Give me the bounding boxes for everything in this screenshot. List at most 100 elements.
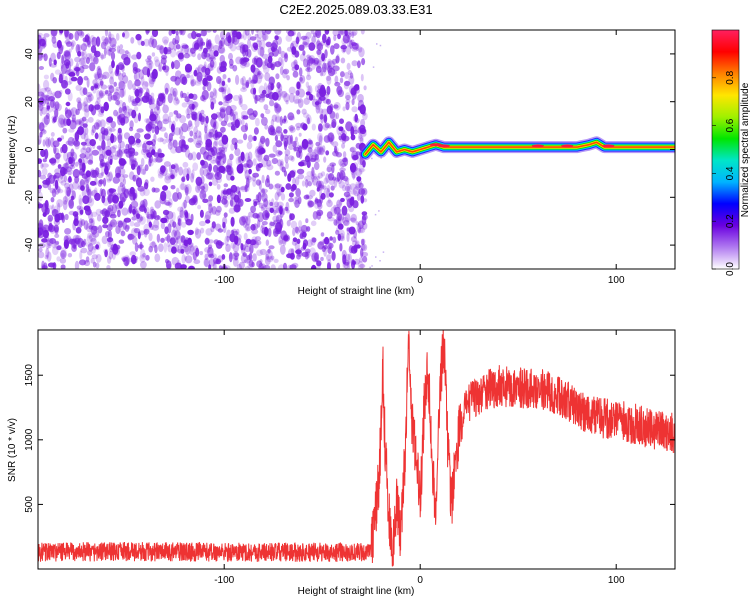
noise-speckle: [52, 116, 57, 123]
noise-speckle: [353, 258, 361, 265]
noise-speckle: [148, 156, 152, 167]
noise-speckle: [266, 62, 273, 69]
noise-speckle: [255, 117, 260, 127]
noise-speckle: [170, 174, 175, 180]
noise-speckle: [105, 172, 114, 182]
noise-speckle: [272, 220, 277, 228]
noise-speckle: [82, 123, 88, 128]
noise-speckle: [60, 118, 66, 128]
noise-speckle: [270, 255, 275, 261]
noise-speckle: [133, 228, 141, 234]
noise-speckle: [46, 112, 50, 120]
noise-speckle: [259, 137, 267, 143]
noise-speckle: [151, 139, 156, 147]
noise-speckle: [82, 37, 88, 42]
noise-speckle: [308, 139, 313, 145]
noise-speckle: [300, 122, 306, 129]
noise-speckle: [280, 159, 284, 169]
noise-speckle: [284, 149, 291, 157]
noise-speckle: [109, 213, 117, 219]
noise-speckle: [283, 129, 288, 134]
noise-speckle: [341, 129, 345, 134]
noise-speckle: [280, 57, 285, 68]
noise-speckle: [154, 200, 161, 209]
noise-speckle: [110, 133, 115, 144]
noise-speckle: [135, 138, 141, 145]
noise-speckle: [265, 253, 269, 260]
noise-speckle: [230, 175, 235, 181]
noise-speckle: [111, 60, 115, 69]
noise-speckle: [279, 163, 284, 171]
noise-speckle: [320, 171, 326, 177]
noise-speckle: [344, 80, 351, 87]
noise-speckle: [280, 161, 284, 166]
noise-speckle: [358, 164, 364, 175]
noise-speckle: [146, 215, 151, 225]
noise-speckle: [74, 161, 79, 167]
noise-speckle: [38, 184, 42, 190]
noise-speckle: [205, 144, 213, 152]
noise-speckle: [307, 141, 314, 149]
noise-speckle: [122, 174, 129, 179]
noise-speckle: [246, 258, 254, 266]
noise-speckle: [326, 164, 332, 173]
noise-speckle: [228, 207, 236, 214]
noise-speckle: [252, 110, 258, 118]
noise-speckle: [281, 119, 289, 124]
noise-speckle: [145, 123, 152, 132]
noise-speckle: [288, 192, 294, 198]
noise-speckle: [38, 158, 42, 164]
noise-speckle: [279, 206, 283, 215]
noise-speckle: [283, 170, 287, 177]
noise-speckle: [98, 90, 104, 99]
noise-speckle: [162, 65, 170, 73]
noise-speckle: [56, 213, 61, 222]
noise-speckle: [335, 112, 340, 120]
noise-speckle: [48, 205, 53, 210]
noise-speckle: [80, 147, 87, 154]
noise-speckle: [175, 30, 179, 36]
noise-speckle: [323, 177, 329, 185]
noise-speckle: [201, 66, 207, 73]
noise-speckle: [147, 55, 152, 60]
noise-speckle: [227, 77, 231, 83]
noise-speckle: [303, 97, 310, 106]
noise-speckle: [283, 137, 289, 147]
noise-speckle: [173, 59, 181, 70]
noise-speckle: [335, 55, 340, 64]
noise-speckle: [340, 71, 345, 78]
noise-speckle: [173, 162, 179, 172]
noise-speckle: [54, 108, 59, 118]
noise-speckle: [265, 249, 273, 260]
noise-speckle: [161, 54, 168, 60]
noise-speckle: [316, 146, 323, 155]
noise-speckle: [309, 157, 317, 163]
noise-speckle: [99, 80, 104, 86]
noise-speckle: [265, 93, 270, 99]
noise-speckle: [54, 69, 61, 75]
noise-speckle: [258, 85, 265, 95]
noise-speckle: [190, 74, 194, 85]
noise-speckle: [292, 237, 298, 242]
noise-speckle: [85, 170, 91, 178]
noise-speckle: [245, 215, 251, 226]
noise-speckle: [151, 30, 159, 38]
noise-speckle: [90, 191, 94, 196]
noise-speckle: [195, 33, 202, 38]
noise-speckle: [94, 176, 98, 186]
noise-speckle: [241, 83, 247, 90]
noise-speckle: [179, 30, 183, 36]
noise-speckle: [212, 177, 219, 186]
noise-speckle: [159, 45, 165, 54]
noise-speckle: [88, 218, 94, 224]
noise-speckle: [230, 241, 236, 249]
noise-speckle: [95, 36, 101, 47]
noise-speckle: [347, 260, 351, 269]
noise-speckle: [268, 76, 275, 86]
spectrogram-x-label: Height of straight line (km): [298, 286, 415, 297]
snr-x-tick-label: -100: [214, 575, 234, 586]
noise-speckle: [302, 239, 309, 247]
noise-speckle: [336, 262, 341, 269]
noise-speckle: [307, 138, 312, 145]
noise-speckle: [177, 215, 182, 222]
